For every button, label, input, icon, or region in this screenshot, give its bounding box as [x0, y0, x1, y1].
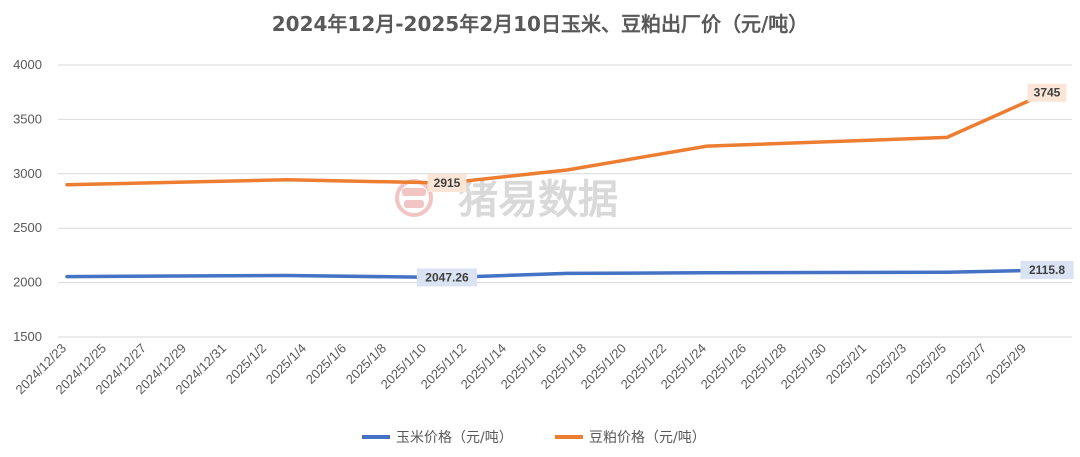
data-label: 2047.26 [425, 270, 469, 284]
x-tick-label: 2025/1/4 [263, 341, 309, 387]
y-tick-label: 2500 [13, 220, 42, 235]
x-tick-label: 2025/2/9 [983, 341, 1029, 387]
x-axis-ticks: 2024/12/232024/12/252024/12/272024/12/29… [12, 341, 1029, 398]
data-label: 2915 [434, 176, 461, 190]
watermark-text: 猪易数据 [458, 176, 618, 223]
data-label: 2115.8 [1029, 263, 1065, 277]
legend: 玉米价格（元/吨） 豆粕价格（元/吨） [362, 430, 706, 446]
data-label-box [1020, 261, 1074, 280]
x-tick-label: 2025/2/1 [823, 341, 869, 387]
chart-title: 2024年12月-2025年2月10日玉米、豆粕出厂价（元/吨） [271, 12, 809, 36]
series-lines [65, 90, 1049, 280]
y-tick-label: 3500 [13, 111, 42, 126]
watermark: 猪易数据 [395, 176, 618, 223]
legend-label: 豆粕价格（元/吨） [589, 430, 706, 446]
data-label: 3745 [1034, 86, 1061, 100]
x-tick-label: 2025/1/2 [223, 341, 269, 387]
x-tick-label: 2025/1/6 [303, 341, 349, 387]
x-tick-label: 2025/2/7 [943, 341, 989, 387]
series-line-1 [65, 90, 1049, 187]
gridlines [58, 64, 1072, 338]
data-labels: 2047.26 2115.8 2915 3745 [416, 83, 1074, 287]
y-tick-label: 3000 [13, 166, 42, 181]
y-tick-label: 2000 [13, 275, 42, 290]
legend-label: 玉米价格（元/吨） [396, 430, 513, 446]
x-tick-label: 2025/2/5 [903, 341, 949, 387]
data-label-box [427, 174, 467, 193]
x-tick-label: 2025/2/3 [863, 341, 909, 387]
series-line-0 [65, 268, 1049, 280]
data-label-box [416, 268, 478, 287]
data-label-box [1027, 83, 1067, 102]
y-tick-label: 4000 [13, 57, 42, 72]
watermark-logo [395, 179, 433, 217]
y-tick-label: 1500 [13, 329, 42, 344]
y-axis-ticks: 1500 2000 2500 3000 3500 4000 [13, 57, 42, 344]
